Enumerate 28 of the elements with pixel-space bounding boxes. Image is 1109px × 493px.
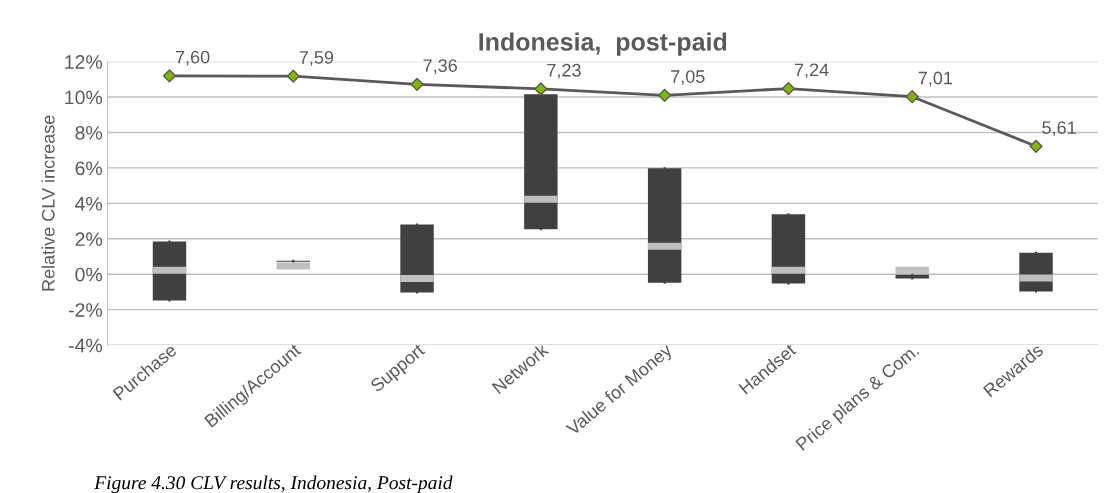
y-tick-label: -4% bbox=[69, 338, 103, 353]
data-label: 7,01 bbox=[918, 71, 953, 87]
y-tick-label: 8% bbox=[75, 125, 103, 140]
y-tick-label: 2% bbox=[75, 232, 103, 246]
chart-title: Indonesia, post-paid bbox=[479, 32, 727, 56]
y-tick-label: 12% bbox=[65, 55, 103, 69]
data-label: 7,60 bbox=[175, 50, 210, 66]
data-label: 7,59 bbox=[299, 51, 334, 66]
caption: Figure 4.30 CLV results, Indonesia, Post-paid bbox=[94, 475, 453, 493]
y-tick-label: -2% bbox=[69, 303, 103, 317]
point bbox=[286, 69, 300, 83]
point bbox=[781, 81, 796, 96]
point bbox=[658, 88, 672, 102]
y-tick-label: 4% bbox=[75, 196, 103, 211]
point bbox=[1029, 139, 1043, 153]
point bbox=[905, 90, 919, 104]
y-axis-title: Relative CLV increase bbox=[41, 115, 55, 291]
y-tick-label: 6% bbox=[75, 161, 103, 176]
data-label: 7,24 bbox=[794, 63, 829, 79]
data-label: 7,05 bbox=[671, 70, 705, 86]
y-tick-label: 10% bbox=[65, 90, 103, 105]
point bbox=[162, 69, 177, 83]
point bbox=[534, 82, 548, 96]
y-tick-label: 0% bbox=[75, 267, 103, 282]
data-label: 7,36 bbox=[423, 59, 457, 75]
point bbox=[410, 77, 424, 91]
data-label: 5,61 bbox=[1042, 121, 1076, 137]
data-label: 7,23 bbox=[547, 63, 581, 79]
